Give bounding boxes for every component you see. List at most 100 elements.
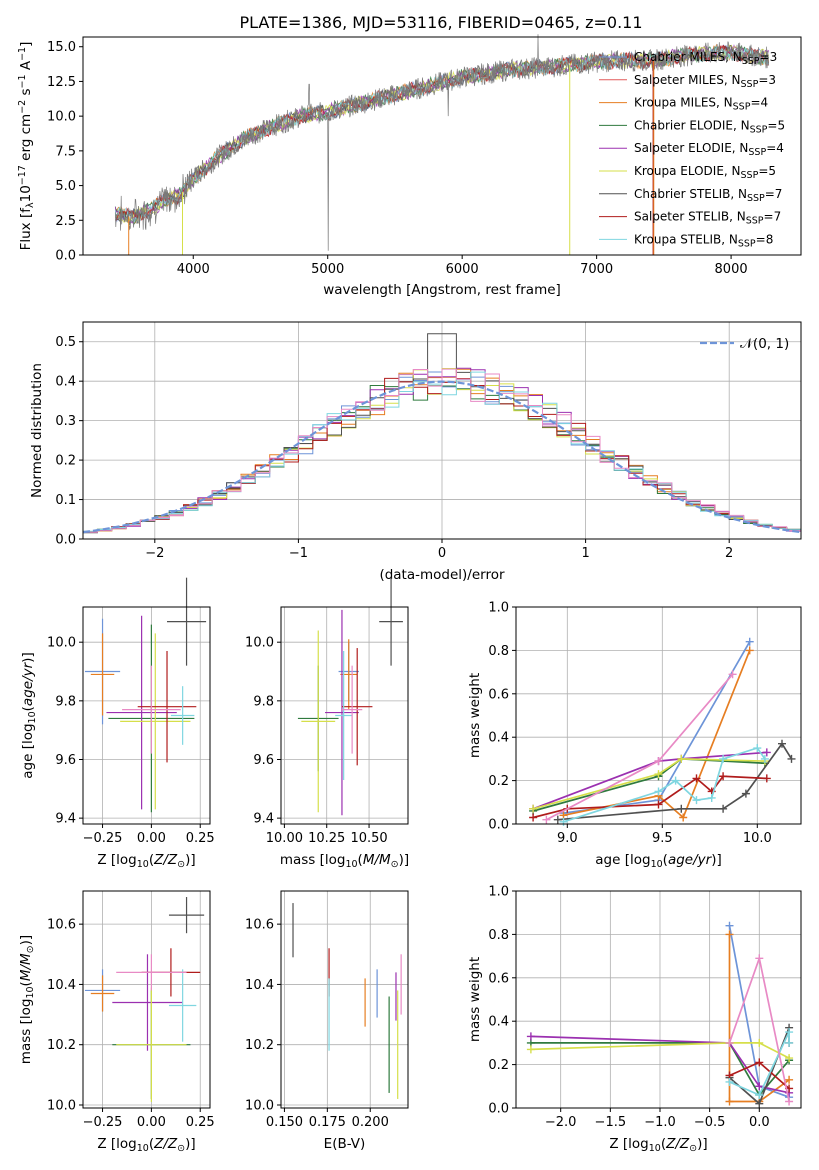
legend-label: Kroupa MILES, NSSP=4 [634,96,768,113]
x-tick-label: 0.25 [186,1115,215,1130]
x-tick-label: 0.175 [309,1115,346,1130]
x-tick-label: −2 [145,546,164,561]
y-tick-label: 0.3 [55,414,76,429]
y-axis-label: mass weight [467,673,483,758]
x-tick-label: −1 [289,546,308,561]
x-tick-label: 8000 [715,262,748,277]
x-axis-label: Z [log10(Z/Z⊙)] [97,852,195,870]
y-tick-label: 0.8 [488,928,509,943]
y-tick-label: 0.0 [488,1102,509,1117]
y-axis-label: mass weight [467,957,483,1042]
mass-weight-marker [719,804,728,813]
observed-spectrum-line [114,34,770,251]
y-tick-label: 0.5 [55,335,76,350]
mass-weight-marker [526,1032,535,1041]
residuals-panel: −2 −1 0 1 2 0.0 0.1 0.2 0.3 0.4 0.5 (data-model)/er… [29,321,802,583]
y-tick-label: 10.6 [47,918,76,933]
y-tick-label: 7.5 [55,144,76,159]
y-tick-label: 0.2 [488,774,509,789]
y-tick-label: 0.6 [488,687,509,702]
mass-weight-marker [677,754,686,763]
x-tick-label: −0.25 [83,1115,123,1130]
x-axis-label: wavelength [Angstrom, rest frame] [323,282,561,298]
mass-weight-marker [725,1097,734,1106]
mass-weight-marker [529,813,538,822]
mass-weight-marker [529,804,538,813]
mass-weight-line [563,746,766,823]
mass-weight-marker [526,1045,535,1054]
mass-weight-line [563,650,751,819]
mass-weight-marker [679,813,688,822]
mass-weight-marker [725,1077,734,1086]
legend-label: Chabrier MILES, NSSP=3 [634,50,777,67]
mass-weight-marker [728,670,737,679]
y-tick-label: 10.0 [47,1098,76,1113]
mass-vs-Z-panel: −0.25 0.00 0.25 10.0 10.2 10.4 10.6 Z [log10(Z/… [18,890,215,1154]
mass-weight-marker [755,1099,764,1108]
legend-label: Salpeter MILES, NSSP=3 [634,73,776,90]
y-tick-label: 1.0 [488,885,509,900]
mass-weight-marker [542,815,551,824]
y-tick-label: 10.4 [245,978,274,993]
age-vs-Z-panel: −0.25 0.00 0.25 9.4 9.6 9.8 10.0 Z [log10(Z/Z⊙)… [20,577,215,870]
legend-label: Kroupa STELIB, NSSP=8 [634,232,773,249]
y-tick-label: 10.0 [47,110,76,125]
y-tick-label: 0.8 [488,644,509,659]
mass-weight-marker [719,772,728,781]
x-tick-label: 1 [581,546,589,561]
mass-weight-marker [553,815,562,824]
x-tick-label: 0.200 [352,1115,389,1130]
x-tick-label: 10.50 [350,831,387,846]
y-tick-label: 12.5 [47,75,76,90]
y-tick-label: 0.1 [55,493,76,508]
mass-weight-marker [692,774,701,783]
mass-weight-marker [762,748,771,757]
y-tick-label: 1.0 [488,601,509,616]
x-axis-label: Z [log10(Z/Z⊙)] [97,1136,195,1154]
legend-label: 𝒩(0, 1) [740,336,789,352]
y-tick-label: 0.6 [488,971,509,986]
mass-weight-marker [778,739,786,748]
x-axis-label: (data-model)/error [379,567,505,583]
x-axis-label: mass [log10(M/M⊙)] [280,852,409,870]
mass-weight-marker [787,754,796,763]
mass-weight-marker [785,1028,794,1037]
axes-frame [82,36,802,256]
mass-weight-line [729,1031,790,1097]
mass-weight-line [728,934,790,1103]
mass-weight-marker [755,1038,764,1047]
mass-weight-marker [755,1090,764,1099]
mass-weight-line [530,1035,790,1094]
y-tick-label: 5.0 [55,179,76,194]
y-axis-label: age [log10(age/yr)] [20,652,38,778]
x-tick-label: 7000 [580,262,613,277]
y-tick-label: 0.4 [488,1015,509,1030]
mass-vs-EBV-panel: 0.150 0.175 0.200 10.0 10.2 10.4 10.6 E(B-V) [245,890,409,1152]
x-tick-label: 0.150 [266,1115,303,1130]
mass-weight-marker [654,757,663,766]
mass-weight-marker [719,754,728,763]
age-vs-mass-panel: 10.00 10.25 10.50 9.4 9.6 9.8 10.0 mass [log10(… [245,577,409,870]
mass-weight-marker [692,796,701,805]
axes-frame [280,606,409,825]
legend-label: Kroupa ELODIE, NSSP=5 [634,164,776,181]
x-tick-label: 0.00 [137,831,166,846]
mass-weight-line [557,742,793,821]
x-tick-label: −0.5 [694,1115,726,1130]
massweight-vs-Z-panel: −2.0 −1.5 −1.0 −0.5 0.0 0.0 0.2 0.4 0.6 0.8 1.0 mas… [467,885,802,1154]
y-tick-label: 0.4 [488,731,509,746]
mass-weight-marker [753,744,762,753]
y-tick-label: 0.2 [488,1058,509,1073]
y-tick-label: 0.0 [55,249,76,264]
x-tick-label: 5000 [311,262,344,277]
mass-weight-marker [677,804,686,813]
mass-weight-marker [671,776,680,785]
x-tick-label: 0 [438,546,446,561]
mass-weight-line [530,1042,790,1059]
y-tick-label: 10.2 [47,1038,76,1053]
mass-weight-marker [755,954,764,963]
mass-weight-marker [755,1058,764,1067]
y-tick-label: 10.0 [245,1098,274,1113]
y-tick-label: 10.4 [47,978,76,993]
legend-label: Chabrier STELIB, NSSP=7 [634,187,782,204]
